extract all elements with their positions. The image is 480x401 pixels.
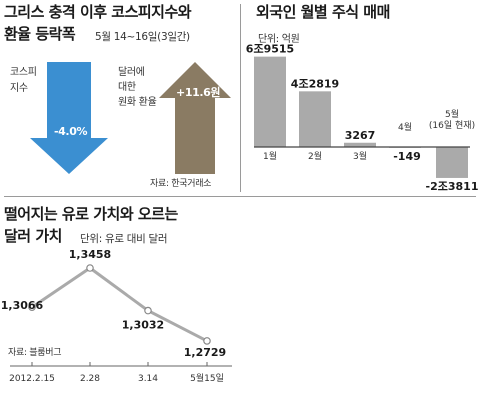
panel-b-title: 외국인 월별 주식 매매 [256, 3, 390, 21]
fx-change-value: +11.6원 [176, 86, 221, 99]
euro-dollar-point-4 [203, 337, 211, 345]
euro-dollar-value-label-3: 1,3032 [122, 319, 164, 332]
panel-c-unit: 단위: 유로 대비 달러 [80, 233, 168, 245]
monthly-value-label-2: 4조2819 [291, 77, 339, 90]
monthly-bar-2 [299, 91, 331, 147]
kospi-down-arrow [30, 62, 108, 174]
x-tick-label-4: 5월15일 [190, 372, 224, 384]
monthly-category-label-5: (16일 현재) [429, 120, 475, 131]
kospi-label-line1: 코스피 [10, 67, 37, 78]
monthly-category-label-4: 4월 [398, 121, 412, 133]
fx-label-line1: 달러에 [118, 67, 145, 78]
fx-label-line2: 대한 [118, 82, 136, 93]
panel-b-unit: 단위: 억원 [258, 34, 300, 45]
monthly-category-label-5: 5월 [445, 108, 459, 120]
euro-dollar-value-label-2: 1,3458 [69, 248, 111, 261]
euro-dollar-point-1 [28, 303, 36, 311]
monthly-category-label-3: 3월 [353, 150, 367, 162]
monthly-bar-3 [344, 142, 376, 147]
kospi-change-value: -4.0% [54, 125, 88, 138]
monthly-category-label-1: 1월 [263, 150, 277, 162]
monthly-value-label-3: 3267 [345, 129, 376, 142]
euro-dollar-point-3 [144, 306, 152, 315]
panel-c-source: 자료: 블룸버그 [8, 348, 62, 358]
euro-dollar-value-label-1: 1,3066 [1, 299, 44, 312]
vertical-divider [240, 4, 241, 192]
panel-c-title-line2: 달러 가치 [4, 227, 62, 245]
euro-dollar-value-label-4: 1,2729 [184, 346, 226, 359]
fx-up-arrow [159, 62, 231, 174]
panel-a-period: 5월 14~16일(3일간) [95, 31, 190, 43]
panel-c-title-line1: 떨어지는 유로 가치와 오르는 [4, 205, 178, 223]
x-tick-label-2: 2.28 [80, 374, 100, 384]
x-tick-label-3: 3.14 [138, 374, 158, 384]
x-tick-label-1: 2012.2.15 [9, 374, 55, 384]
euro-dollar-series-line [31, 266, 208, 343]
monthly-bar-1 [254, 56, 286, 147]
kospi-label-line2: 지수 [10, 83, 28, 94]
monthly-value-label-5: -2조3811 [426, 180, 479, 193]
monthly-value-label-1: 6조9515 [246, 43, 294, 56]
monthly-trading-chart: 6조9515 1월 4조2819 2월 3267 3월 -149 4월 -2조3811 5월(16… [246, 43, 479, 193]
panel-a-source: 자료: 한국거래소 [150, 179, 212, 189]
horizontal-divider [4, 196, 476, 197]
monthly-bar-5 [436, 147, 468, 178]
panel-a-title-line1: 그리스 충격 이후 코스피지수와 [4, 3, 192, 21]
monthly-category-label-2: 2월 [308, 150, 322, 162]
euro-dollar-chart: 1,3066 2012.2.15 1,3458 2.28 1,3032 3.14 1,272… [1, 248, 232, 384]
panel-a-title-line2: 환율 등락폭 [4, 25, 76, 43]
monthly-value-label-4: -149 [393, 150, 421, 163]
fx-label-line3: 원화 환율 [118, 97, 157, 108]
euro-dollar-point-2 [86, 264, 94, 272]
